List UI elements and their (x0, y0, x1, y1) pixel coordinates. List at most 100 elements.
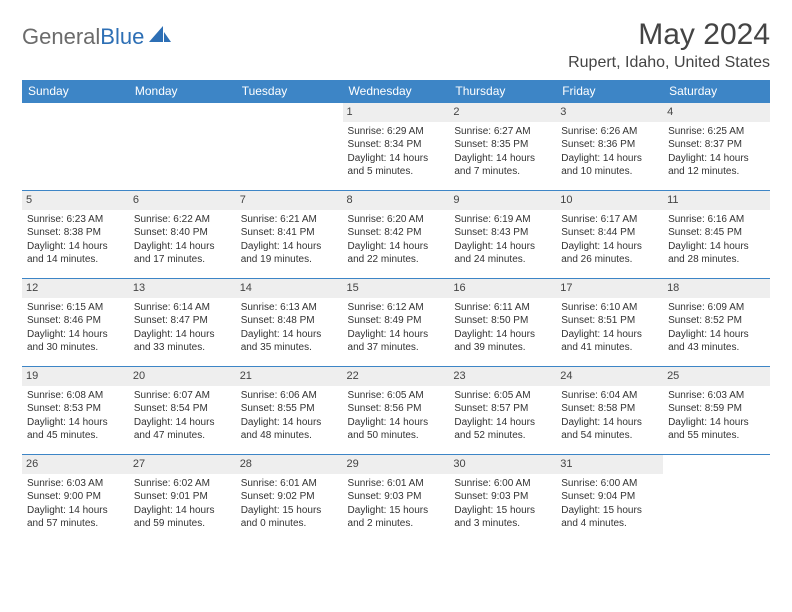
day-sunrise: Sunrise: 6:12 AM (348, 301, 445, 315)
day-day1: Daylight: 14 hours (561, 240, 658, 254)
day-number: 1 (343, 103, 450, 122)
day-number: 3 (556, 103, 663, 122)
brand-part2: Blue (100, 24, 144, 49)
day-sunrise: Sunrise: 6:15 AM (27, 301, 124, 315)
day-day1: Daylight: 14 hours (454, 152, 551, 166)
day-day2: and 22 minutes. (348, 253, 445, 267)
calendar-cell (22, 103, 129, 191)
day-day2: and 10 minutes. (561, 165, 658, 179)
weekday-header: Friday (556, 80, 663, 103)
day-day1: Daylight: 14 hours (348, 152, 445, 166)
day-day1: Daylight: 14 hours (348, 416, 445, 430)
day-day1: Daylight: 14 hours (27, 416, 124, 430)
day-sunrise: Sunrise: 6:25 AM (668, 125, 765, 139)
day-day1: Daylight: 15 hours (454, 504, 551, 518)
month-title: May 2024 (568, 18, 770, 52)
day-sunset: Sunset: 9:03 PM (348, 490, 445, 504)
day-day1: Daylight: 14 hours (134, 328, 231, 342)
day-sunset: Sunset: 8:37 PM (668, 138, 765, 152)
day-day1: Daylight: 14 hours (241, 328, 338, 342)
day-sunset: Sunset: 8:54 PM (134, 402, 231, 416)
day-number: 4 (663, 103, 770, 122)
day-sunrise: Sunrise: 6:19 AM (454, 213, 551, 227)
day-sunset: Sunset: 8:41 PM (241, 226, 338, 240)
calendar-cell (129, 103, 236, 191)
day-day2: and 28 minutes. (668, 253, 765, 267)
day-sunset: Sunset: 8:42 PM (348, 226, 445, 240)
day-day1: Daylight: 14 hours (348, 328, 445, 342)
day-day2: and 57 minutes. (27, 517, 124, 531)
calendar-body: 1Sunrise: 6:29 AMSunset: 8:34 PMDaylight… (22, 103, 770, 543)
day-sunrise: Sunrise: 6:05 AM (454, 389, 551, 403)
day-day1: Daylight: 14 hours (134, 504, 231, 518)
day-sunrise: Sunrise: 6:05 AM (348, 389, 445, 403)
day-sunset: Sunset: 8:35 PM (454, 138, 551, 152)
calendar-cell: 8Sunrise: 6:20 AMSunset: 8:42 PMDaylight… (343, 191, 450, 279)
day-sunrise: Sunrise: 6:23 AM (27, 213, 124, 227)
day-day2: and 7 minutes. (454, 165, 551, 179)
day-day2: and 54 minutes. (561, 429, 658, 443)
day-day2: and 41 minutes. (561, 341, 658, 355)
day-day2: and 12 minutes. (668, 165, 765, 179)
day-day2: and 48 minutes. (241, 429, 338, 443)
day-day2: and 39 minutes. (454, 341, 551, 355)
calendar-cell: 28Sunrise: 6:01 AMSunset: 9:02 PMDayligh… (236, 455, 343, 543)
day-sunset: Sunset: 9:04 PM (561, 490, 658, 504)
day-number: 12 (22, 279, 129, 298)
day-day1: Daylight: 14 hours (27, 328, 124, 342)
day-number: 8 (343, 191, 450, 210)
calendar-cell: 19Sunrise: 6:08 AMSunset: 8:53 PMDayligh… (22, 367, 129, 455)
day-sunset: Sunset: 8:55 PM (241, 402, 338, 416)
day-number: 5 (22, 191, 129, 210)
weekday-header: Sunday (22, 80, 129, 103)
calendar-cell: 20Sunrise: 6:07 AMSunset: 8:54 PMDayligh… (129, 367, 236, 455)
calendar-cell: 15Sunrise: 6:12 AMSunset: 8:49 PMDayligh… (343, 279, 450, 367)
calendar-cell: 9Sunrise: 6:19 AMSunset: 8:43 PMDaylight… (449, 191, 556, 279)
day-sunrise: Sunrise: 6:29 AM (348, 125, 445, 139)
calendar-cell: 25Sunrise: 6:03 AMSunset: 8:59 PMDayligh… (663, 367, 770, 455)
day-day2: and 30 minutes. (27, 341, 124, 355)
day-sunrise: Sunrise: 6:00 AM (454, 477, 551, 491)
day-number: 22 (343, 367, 450, 386)
day-number: 27 (129, 455, 236, 474)
day-sunset: Sunset: 8:44 PM (561, 226, 658, 240)
day-number: 10 (556, 191, 663, 210)
calendar-cell: 23Sunrise: 6:05 AMSunset: 8:57 PMDayligh… (449, 367, 556, 455)
day-number: 15 (343, 279, 450, 298)
day-sunset: Sunset: 9:01 PM (134, 490, 231, 504)
day-day2: and 47 minutes. (134, 429, 231, 443)
day-day1: Daylight: 14 hours (241, 416, 338, 430)
day-day1: Daylight: 14 hours (668, 240, 765, 254)
day-number: 2 (449, 103, 556, 122)
calendar-cell (663, 455, 770, 543)
day-sunrise: Sunrise: 6:22 AM (134, 213, 231, 227)
day-sunrise: Sunrise: 6:02 AM (134, 477, 231, 491)
day-sunrise: Sunrise: 6:00 AM (561, 477, 658, 491)
day-sunset: Sunset: 8:53 PM (27, 402, 124, 416)
day-day1: Daylight: 14 hours (561, 152, 658, 166)
day-day2: and 35 minutes. (241, 341, 338, 355)
day-number: 18 (663, 279, 770, 298)
title-block: May 2024 Rupert, Idaho, United States (568, 18, 770, 72)
day-sunset: Sunset: 8:50 PM (454, 314, 551, 328)
calendar-cell: 29Sunrise: 6:01 AMSunset: 9:03 PMDayligh… (343, 455, 450, 543)
day-sunrise: Sunrise: 6:03 AM (27, 477, 124, 491)
calendar-cell: 6Sunrise: 6:22 AMSunset: 8:40 PMDaylight… (129, 191, 236, 279)
calendar-cell: 1Sunrise: 6:29 AMSunset: 8:34 PMDaylight… (343, 103, 450, 191)
day-day1: Daylight: 14 hours (668, 328, 765, 342)
calendar-cell (236, 103, 343, 191)
day-sunrise: Sunrise: 6:06 AM (241, 389, 338, 403)
day-sunrise: Sunrise: 6:21 AM (241, 213, 338, 227)
day-number: 26 (22, 455, 129, 474)
day-day1: Daylight: 14 hours (454, 416, 551, 430)
day-day2: and 33 minutes. (134, 341, 231, 355)
day-sunset: Sunset: 8:38 PM (27, 226, 124, 240)
day-sunset: Sunset: 8:43 PM (454, 226, 551, 240)
calendar-cell: 10Sunrise: 6:17 AMSunset: 8:44 PMDayligh… (556, 191, 663, 279)
day-sunset: Sunset: 8:46 PM (27, 314, 124, 328)
day-sunset: Sunset: 8:59 PM (668, 402, 765, 416)
day-day1: Daylight: 14 hours (668, 152, 765, 166)
brand-part1: General (22, 24, 100, 49)
day-day2: and 24 minutes. (454, 253, 551, 267)
day-sunrise: Sunrise: 6:03 AM (668, 389, 765, 403)
